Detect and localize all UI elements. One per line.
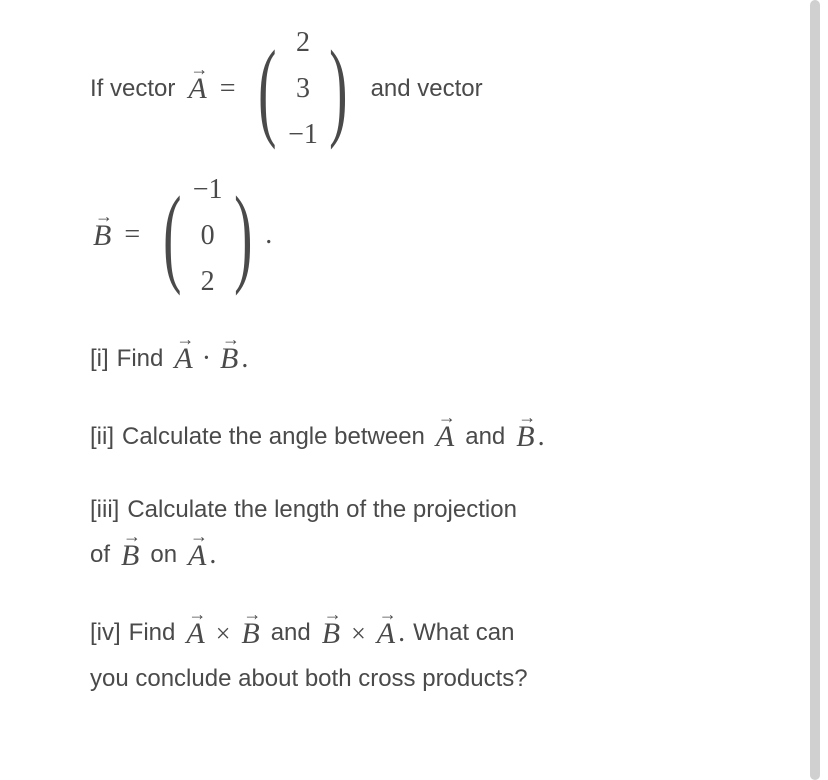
intro-suffix: and vector — [371, 70, 483, 108]
period: . — [209, 533, 216, 578]
problem-4-tag: [iv] — [90, 614, 121, 652]
cross-operator: × — [351, 613, 366, 655]
left-paren-icon: ( — [163, 189, 181, 283]
arrow-icon: → — [438, 403, 456, 432]
vector-B-val-1: 0 — [201, 213, 215, 259]
problem-2-text: Calculate the angle between — [122, 418, 425, 456]
vector-B-matrix: ( −1 0 2 ) — [154, 167, 261, 306]
problem-4-line-1: [iv] Find → A × → B and → B × → A . What… — [90, 610, 738, 658]
problem-3-tag: [iii] — [90, 491, 119, 529]
vector-A-val-1: 3 — [296, 66, 310, 112]
intro-prefix: If vector — [90, 70, 175, 108]
problem-4-text-2: What can — [413, 614, 514, 652]
vector-A-val-2: −1 — [288, 112, 318, 158]
period: . — [241, 337, 248, 382]
equals-sign: = — [124, 213, 140, 258]
problem-1-text: Find — [117, 340, 164, 378]
arrow-icon: → — [176, 325, 194, 354]
arrow-icon: → — [518, 403, 536, 432]
vector-B: → B — [93, 212, 111, 260]
vector-A: → A — [188, 532, 206, 580]
arrow-icon: → — [188, 600, 206, 629]
vector-B: → B — [121, 532, 139, 580]
dot-operator: · — [202, 337, 211, 382]
problem-1-tag: [i] — [90, 340, 109, 378]
vector-A: → A — [174, 335, 192, 383]
arrow-icon: → — [243, 600, 261, 629]
and-text: and — [465, 418, 505, 456]
problem-2-tag: [ii] — [90, 418, 114, 456]
arrow-icon: → — [190, 522, 208, 551]
intro-row-1: If vector → A = ( 2 3 −1 ) and vector — [90, 20, 738, 159]
vector-A: → A — [188, 65, 206, 113]
arrow-icon: → — [222, 325, 240, 354]
intro-row-2: → B = ( −1 0 2 ) . — [90, 167, 738, 306]
problem-3-line-2: of → B on → A . — [90, 532, 738, 580]
problem-3-line-1: [iii] Calculate the length of the projec… — [90, 491, 738, 529]
vector-A: → A — [436, 413, 454, 461]
problem-4-text-1: Find — [129, 614, 176, 652]
left-paren-icon: ( — [259, 43, 277, 137]
on-text: on — [150, 536, 177, 574]
vector-B-column: −1 0 2 — [191, 167, 225, 306]
arrow-icon: → — [190, 55, 208, 84]
and-text: and — [271, 614, 311, 652]
vector-A-matrix: ( 2 3 −1 ) — [249, 20, 356, 159]
scrollbar[interactable] — [810, 0, 820, 780]
arrow-icon: → — [123, 522, 141, 551]
document-content: If vector → A = ( 2 3 −1 ) and vector → … — [90, 20, 738, 698]
arrow-icon: → — [379, 600, 397, 629]
problem-3-text-1: Calculate the length of the projection — [127, 491, 517, 529]
equals-sign: = — [220, 67, 236, 112]
vector-B: → B — [220, 335, 238, 383]
vector-B-val-2: 2 — [201, 259, 215, 305]
vector-B: → B — [322, 610, 340, 658]
vector-A-column: 2 3 −1 — [286, 20, 320, 159]
problem-3-text-2: of — [90, 536, 110, 574]
vector-B: → B — [516, 413, 534, 461]
period: . — [398, 611, 405, 656]
period: . — [538, 415, 545, 460]
arrow-icon: → — [324, 600, 342, 629]
period: . — [265, 213, 272, 258]
right-paren-icon: ) — [329, 43, 347, 137]
problem-1: [i] Find → A · → B . — [90, 335, 738, 383]
vector-B: → B — [241, 610, 259, 658]
problem-4-line-2: you conclude about both cross products? — [90, 660, 738, 698]
arrow-icon: → — [95, 202, 113, 231]
right-paren-icon: ) — [234, 189, 252, 283]
cross-operator: × — [216, 613, 231, 655]
vector-B-val-0: −1 — [193, 167, 223, 213]
problem-4-text-3: you conclude about both cross products? — [90, 660, 528, 698]
vector-A-val-0: 2 — [296, 20, 310, 66]
vector-A: → A — [377, 610, 395, 658]
vector-A: → A — [186, 610, 204, 658]
problem-2: [ii] Calculate the angle between → A and… — [90, 413, 738, 461]
